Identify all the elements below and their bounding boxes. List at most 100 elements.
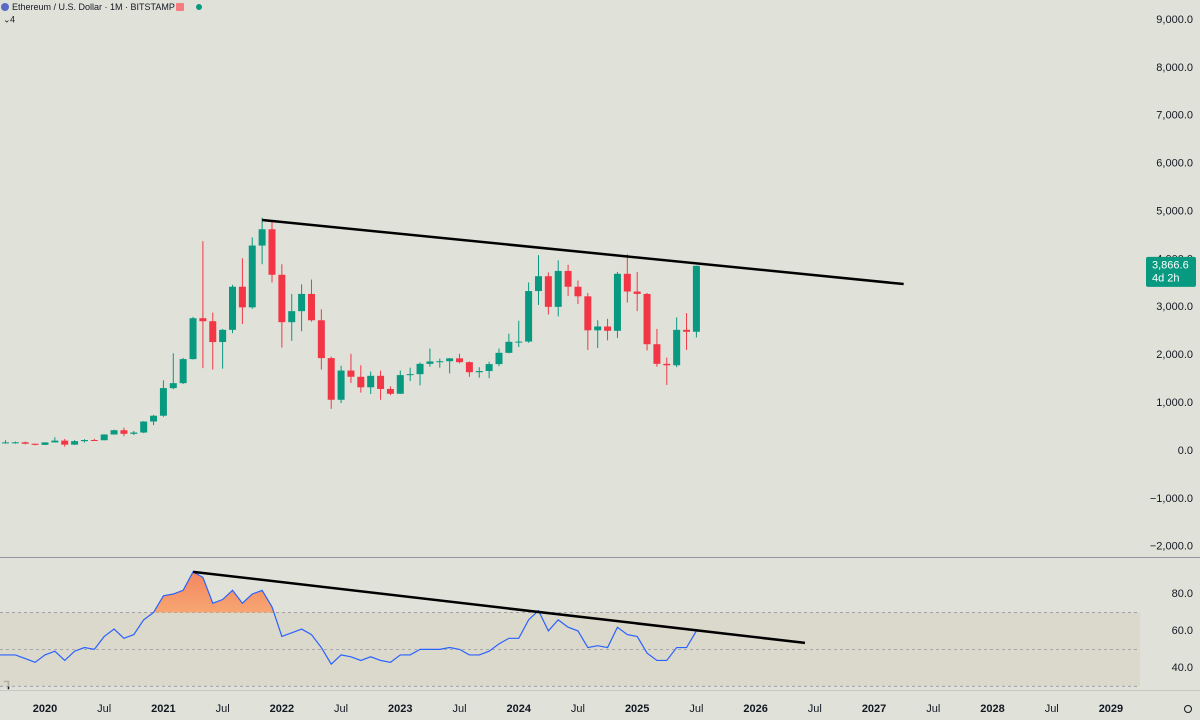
x-tick-label: Jul: [689, 703, 703, 715]
candle-body: [150, 415, 158, 422]
candle-body: [544, 276, 552, 307]
candle-body: [357, 376, 365, 388]
y-tick-label: 7,000.0: [1156, 110, 1193, 122]
candle-body: [347, 370, 355, 377]
y-tick-label: 3,000.0: [1156, 301, 1193, 313]
candle-body: [534, 276, 542, 292]
x-tick-label: Jul: [452, 703, 466, 715]
settings-icon[interactable]: [1184, 705, 1192, 713]
candle-body: [633, 291, 641, 294]
trendline: [261, 218, 904, 286]
x-tick-label: Jul: [926, 703, 940, 715]
y-tick-label: −2,000.0: [1150, 541, 1193, 553]
candle-body: [229, 286, 237, 330]
x-tick-label: Jul: [571, 703, 585, 715]
candle-body: [120, 430, 128, 434]
overbought-fill: [153, 571, 540, 613]
x-tick-label: Jul: [334, 703, 348, 715]
x-tick-label: 2022: [270, 703, 294, 715]
candle-body: [100, 434, 108, 441]
symbol-logo: [1, 3, 9, 11]
y-tick-label: 1,000.0: [1156, 397, 1193, 409]
x-tick-label: 2028: [980, 703, 1004, 715]
x-tick-label: 2021: [151, 703, 175, 715]
candle-body: [465, 362, 473, 373]
candle-body: [258, 229, 266, 246]
candle-body: [2, 442, 9, 444]
candle-body: [140, 421, 148, 433]
chart-title: Ethereum / U.S. Dollar · 1M · BITSTAMP: [12, 2, 175, 12]
rsi-trendline: [192, 570, 806, 645]
y-tick-label: −1,000.0: [1150, 493, 1193, 505]
y-tick-label: 5,000.0: [1156, 205, 1193, 217]
candle-body: [367, 375, 375, 388]
candle-body: [90, 439, 98, 441]
candle-body: [594, 326, 602, 331]
candle-body: [495, 352, 503, 365]
candle-body: [248, 245, 256, 308]
candle-body: [189, 318, 197, 360]
x-tick-label: Jul: [1045, 703, 1059, 715]
x-tick-label: Jul: [216, 703, 230, 715]
y-tick-label: 2,000.0: [1156, 349, 1193, 361]
candle-body: [219, 329, 227, 343]
candle-body: [613, 273, 621, 331]
status-dot: [196, 4, 202, 10]
candle-body: [416, 363, 424, 375]
candle-body: [110, 430, 118, 435]
candle-body: [475, 371, 483, 373]
candle-body: [406, 374, 414, 376]
rsi-tick-label: 60.0: [1172, 625, 1193, 637]
x-tick-label: 2020: [33, 703, 57, 715]
candle-body: [653, 344, 661, 364]
candle-body: [623, 273, 631, 292]
candle-body: [71, 441, 79, 445]
candle-body: [515, 341, 523, 343]
candle-body: [584, 296, 592, 331]
candle-body: [673, 329, 681, 366]
rsi-tick-label: 80.0: [1172, 588, 1193, 600]
candle-body: [446, 358, 454, 362]
candle-body: [485, 364, 493, 372]
candle-body: [377, 375, 385, 389]
candle-body: [268, 229, 276, 275]
candle-body: [41, 442, 49, 445]
x-tick-label: 2025: [625, 703, 649, 715]
candle-body: [564, 270, 572, 287]
y-tick-label: 0.0: [1178, 445, 1193, 457]
candle-body: [21, 442, 29, 444]
x-tick-label: 2029: [1099, 703, 1123, 715]
flag-icon[interactable]: [176, 3, 184, 11]
collapse-arrow[interactable]: ⌄: [3, 14, 11, 24]
rsi-line: [0, 571, 697, 666]
candle-body: [683, 329, 691, 332]
candle-body: [159, 388, 167, 416]
candle-body: [505, 341, 513, 353]
candle-body: [130, 432, 138, 434]
x-tick-label: Jul: [808, 703, 822, 715]
candle-body: [692, 265, 700, 332]
candle-body: [317, 320, 325, 359]
x-tick-label: 2023: [388, 703, 412, 715]
candle-body: [643, 293, 651, 345]
candle-body: [456, 358, 464, 363]
countdown-label: 4d 2h: [1152, 273, 1180, 285]
candle-body: [307, 293, 315, 321]
last-price-box: [1146, 256, 1196, 287]
candle-body: [554, 270, 562, 307]
rsi-tick-label: 40.0: [1172, 662, 1193, 674]
candle-body: [386, 388, 394, 394]
candle-body: [31, 443, 39, 445]
candle-body: [199, 318, 207, 322]
candle-body: [51, 440, 59, 443]
candle-body: [61, 440, 69, 445]
y-tick-label: 8,000.0: [1156, 62, 1193, 74]
candle-body: [663, 363, 671, 366]
indicator-count: 4: [10, 14, 15, 24]
candle-body: [396, 375, 404, 394]
x-tick-label: 2027: [862, 703, 886, 715]
last-price-label: 3,866.6: [1152, 260, 1189, 272]
x-tick-label: 2024: [506, 703, 531, 715]
